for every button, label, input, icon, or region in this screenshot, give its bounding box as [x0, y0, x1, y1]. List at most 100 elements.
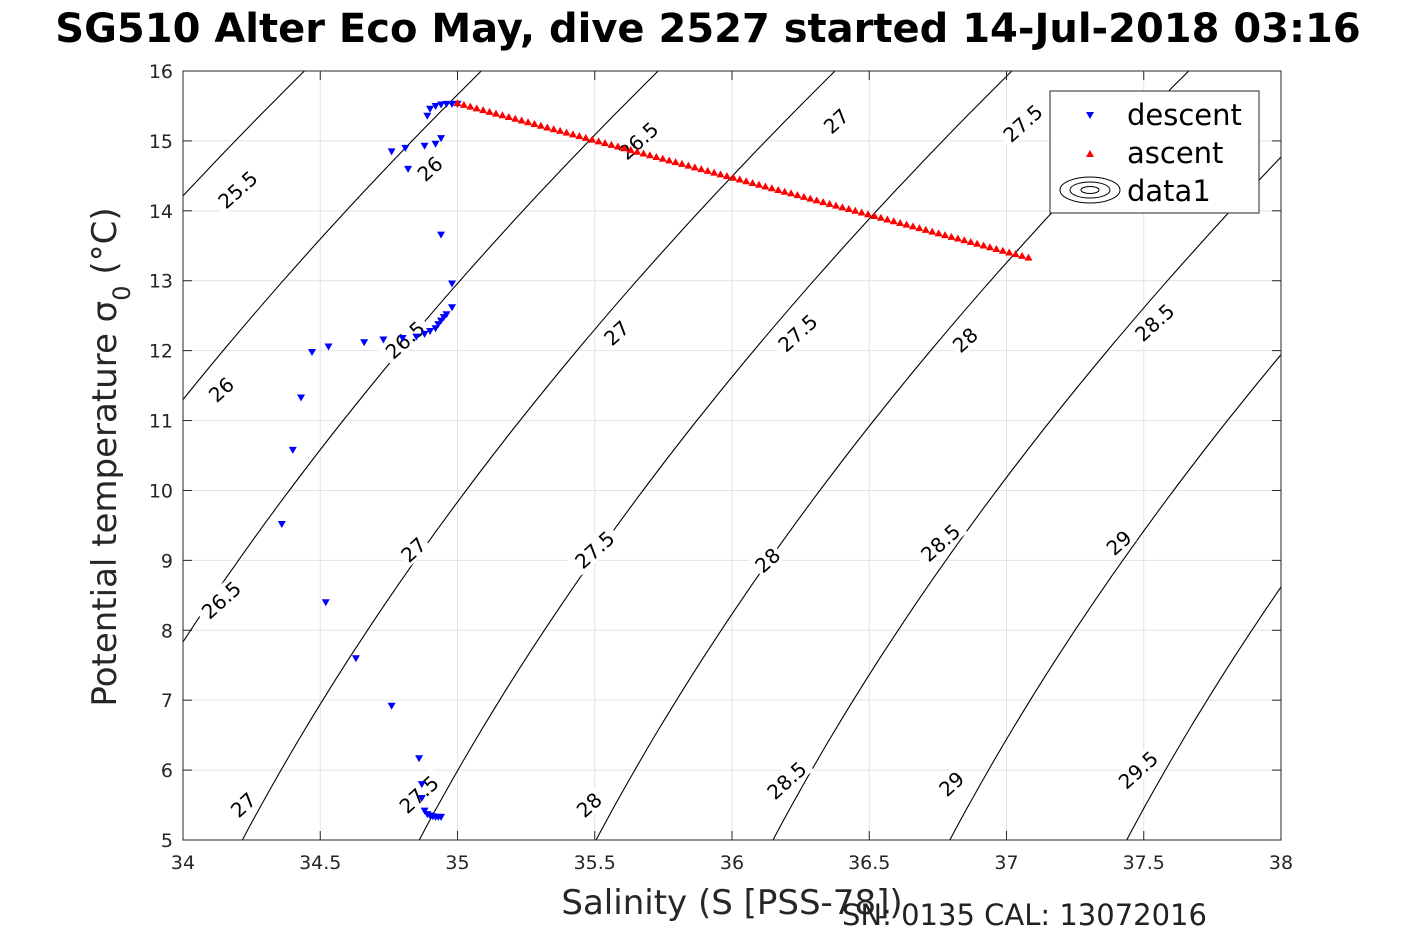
ascent-point	[896, 218, 905, 226]
grid-lines	[182, 70, 1282, 841]
y-tick-label: 8	[161, 620, 173, 642]
ascent-point	[947, 232, 956, 240]
isopycnal-label-bg	[391, 767, 446, 821]
ascent-point	[530, 119, 539, 127]
legend: descent ascent data1	[1049, 90, 1260, 214]
isopycnal-label-bg	[748, 541, 786, 578]
descent-point	[351, 655, 360, 663]
y-axis-label: Potential temperature σ0 (°C)	[85, 207, 136, 706]
x-tick-label: 34.5	[299, 852, 341, 874]
isopycnal-label-bg	[570, 786, 608, 823]
ascent-point	[780, 187, 789, 195]
isopycnal-label-bg	[193, 573, 249, 626]
isopycnal-label-bg	[932, 765, 970, 802]
ascent-point	[992, 244, 1001, 252]
ascent-point	[998, 246, 1007, 254]
isopycnal-line	[418, 71, 1013, 840]
ascent-point	[902, 220, 911, 228]
descent-point	[324, 343, 333, 351]
ascent-point	[966, 238, 975, 246]
ascent-point	[934, 229, 943, 237]
ascent-point	[645, 151, 654, 159]
ascent-point	[870, 211, 879, 219]
isopycnal-label-bg	[1099, 523, 1137, 561]
isopycnal-line	[183, 71, 482, 401]
descent-point	[437, 135, 446, 143]
ascent-point	[806, 194, 815, 202]
x-tick-label: 35.5	[574, 852, 616, 874]
descent-point	[321, 599, 330, 607]
descent-point	[437, 813, 446, 821]
y-tick-label: 12	[149, 341, 173, 363]
descent-point	[426, 105, 435, 113]
ascent-point	[626, 146, 635, 154]
legend-descent-label: descent	[1127, 98, 1242, 132]
ascent-point	[581, 133, 590, 141]
ascent-point	[735, 175, 744, 183]
ascent-point	[979, 241, 988, 249]
isopycnal-line	[241, 71, 836, 840]
ascent-point	[793, 191, 802, 199]
ascent-point	[620, 144, 629, 152]
ascent-point	[716, 170, 725, 178]
isopycnal-line	[1126, 586, 1281, 840]
y-tick-label: 15	[149, 131, 173, 153]
ascent-point	[697, 165, 706, 173]
ascent-point	[498, 111, 507, 119]
y-tick-label: 6	[161, 760, 173, 782]
ascent-point	[985, 243, 994, 251]
x-axis-ticks: 34 34.5 35 35.5 36 36.5 37 37.5 38	[171, 71, 1293, 874]
ascent-series	[453, 99, 1033, 261]
isopycnal-label-bg	[224, 786, 262, 823]
isopycnal-label-bg	[946, 321, 984, 358]
y-tick-label: 16	[149, 61, 173, 83]
ascent-point	[1005, 248, 1014, 256]
ascent-point	[678, 159, 687, 167]
legend-ascent-marker	[1086, 150, 1094, 157]
ascent-point	[511, 114, 520, 122]
chart-title: SG510 Alter Eco May, dive 2527 started 1…	[55, 6, 1361, 52]
ascent-point	[710, 168, 719, 176]
ascent-point	[562, 128, 571, 136]
isopycnal-label-bg	[994, 96, 1050, 149]
descent-point	[420, 142, 429, 150]
x-tick-label: 36	[720, 852, 744, 874]
x-tick-label: 37	[994, 852, 1018, 874]
ascent-point	[832, 201, 841, 209]
descent-point	[448, 280, 457, 288]
ascent-point	[633, 147, 642, 155]
x-tick-label: 36.5	[848, 852, 890, 874]
isopycnal-label-bg	[769, 306, 825, 359]
ascent-point	[857, 208, 866, 216]
ascent-point	[908, 222, 917, 230]
descent-point	[387, 148, 396, 156]
ascent-point	[524, 118, 533, 126]
ascent-point	[755, 180, 764, 188]
ascent-point	[825, 199, 834, 207]
legend-contour-icon	[1059, 176, 1121, 204]
descent-point	[398, 335, 407, 343]
isopycnal-label-bg	[377, 313, 433, 366]
isopycnal-label-bg	[597, 314, 635, 351]
descent-series	[277, 100, 462, 821]
descent-point	[379, 336, 388, 344]
ascent-point	[787, 189, 796, 197]
ascent-point	[491, 109, 500, 117]
y-tick-label: 10	[149, 480, 173, 502]
y-axis-ticks: 5 6 7 8 9 10 11 12 13 14 15 16	[149, 61, 1281, 852]
ascent-point	[613, 142, 622, 150]
ascent-point	[536, 121, 545, 129]
ascent-point	[543, 123, 552, 131]
ascent-point	[607, 140, 616, 148]
ascent-point	[472, 104, 481, 112]
descent-point	[437, 101, 446, 109]
ascent-point	[658, 154, 667, 162]
ascent-point	[819, 198, 828, 206]
ascent-point	[690, 163, 699, 171]
x-tick-label: 34	[171, 852, 195, 874]
ascent-point	[684, 161, 693, 169]
ascent-point	[960, 236, 969, 244]
descent-point	[431, 140, 440, 148]
ascent-point	[466, 102, 475, 110]
